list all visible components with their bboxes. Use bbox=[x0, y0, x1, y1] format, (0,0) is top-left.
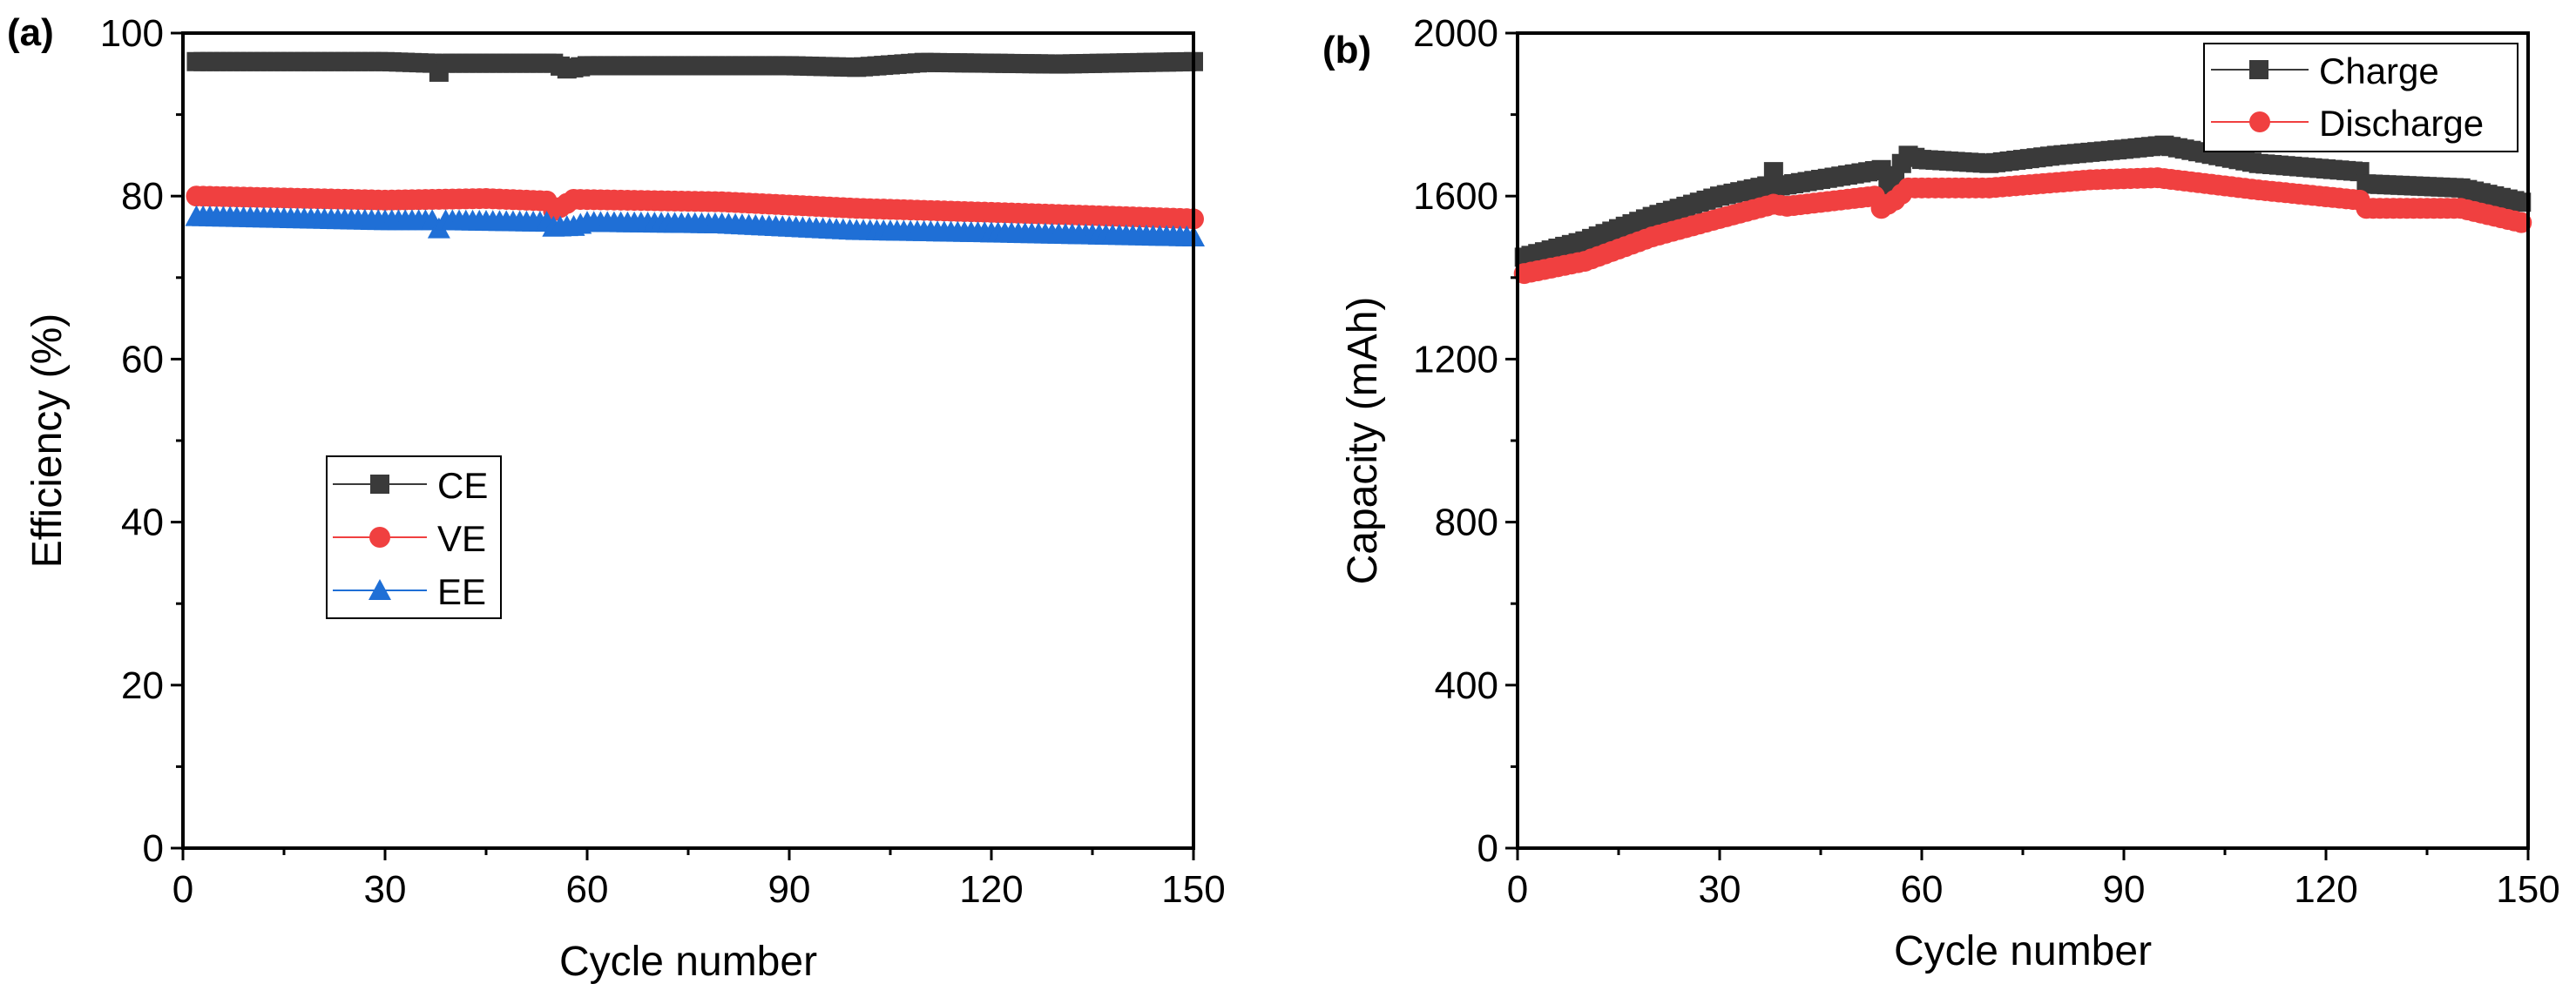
panel-b-legend: Charge Discharge bbox=[2203, 43, 2519, 152]
panel-b-series-charge bbox=[1514, 135, 2532, 267]
panel-b-ylabel: Capacity (mAh) bbox=[1340, 297, 1386, 585]
panel-a-ytick-label: 60 bbox=[121, 338, 164, 381]
panel-b-axes: 0 30 60 90 120 150 0 400 800 1200 1600 2000 bbox=[1413, 12, 2560, 911]
legend-ce-square-marker bbox=[370, 475, 389, 494]
legend-charge-label: Charge bbox=[2319, 51, 2439, 91]
legend-ve-label: VE bbox=[437, 518, 486, 559]
panel-a-ytick-label: 100 bbox=[100, 12, 164, 55]
legend-ve-circle-marker bbox=[369, 527, 390, 548]
panel-b-xtick-label: 0 bbox=[1507, 868, 1528, 911]
panel-b-ytick-label: 800 bbox=[1435, 502, 1498, 544]
legend-ce-label: CE bbox=[437, 465, 488, 506]
panel-a-legend: CE VE EE bbox=[326, 455, 502, 619]
panel-a-axes: 0 30 60 90 120 150 0 20 40 60 80 100 bbox=[100, 12, 1226, 911]
panel-b-xlabel: Cycle number bbox=[1894, 928, 2152, 974]
legend-discharge-circle-marker bbox=[2249, 111, 2270, 132]
panel-a-series-ve bbox=[186, 185, 1204, 230]
panel-a-ytick-label: 20 bbox=[121, 664, 164, 707]
panel-a-ytick-label: 40 bbox=[121, 502, 164, 544]
panel-a-ytick-label: 80 bbox=[121, 175, 164, 218]
panel-a-xlabel: Cycle number bbox=[559, 939, 817, 985]
panel-a-plot-frame bbox=[181, 31, 1195, 850]
legend-ee-label: EE bbox=[437, 571, 486, 612]
panel-a-xtick-label: 60 bbox=[566, 868, 609, 911]
panel-a-series-ee bbox=[185, 205, 1205, 246]
panel-b-ytick-label: 1200 bbox=[1413, 338, 1498, 381]
panel-b-data-marks bbox=[1513, 135, 2532, 285]
legend-discharge-label: Discharge bbox=[2319, 103, 2484, 144]
panel-a-xtick-label: 120 bbox=[959, 868, 1023, 911]
panel-b-xtick-label: 150 bbox=[2496, 868, 2559, 911]
panel-b: (b) 0 30 60 90 120 150 0 400 800 1200 1600 2000 Cyc… bbox=[1322, 12, 2560, 974]
panel-a-xtick-label: 90 bbox=[768, 868, 811, 911]
panel-b-charge-point bbox=[2512, 192, 2532, 212]
panel-b-xtick-label: 90 bbox=[2103, 868, 2146, 911]
panel-b-xtick-label: 120 bbox=[2294, 868, 2357, 911]
panel-a-series-ce bbox=[186, 51, 1203, 82]
legend-charge-square-marker bbox=[2249, 60, 2268, 79]
panel-a-xtick-label: 150 bbox=[1161, 868, 1225, 911]
panel-b-ytick-label: 0 bbox=[1477, 827, 1498, 870]
panel-a: (a) 0 30 60 90 120 150 0 20 40 60 80 100 Cycle numb… bbox=[7, 11, 1226, 985]
panel-b-xtick-label: 30 bbox=[1699, 868, 1741, 911]
panel-b-label: (b) bbox=[1322, 29, 1371, 71]
legend-ee-triangle-marker bbox=[368, 579, 391, 600]
panel-b-ytick-label: 2000 bbox=[1413, 12, 1498, 55]
panel-b-ytick-label: 1600 bbox=[1413, 175, 1498, 218]
panel-a-ytick-label: 0 bbox=[143, 827, 164, 870]
panel-a-data-marks bbox=[185, 51, 1205, 246]
panel-b-xtick-label: 60 bbox=[1901, 868, 1944, 911]
panel-b-series-discharge bbox=[1513, 167, 2532, 285]
panel-a-xtick-label: 0 bbox=[172, 868, 193, 911]
panel-a-xtick-label: 30 bbox=[364, 868, 407, 911]
panel-a-label: (a) bbox=[7, 11, 54, 54]
panel-a-ylabel: Efficiency (%) bbox=[24, 313, 71, 569]
panel-b-ytick-label: 400 bbox=[1435, 664, 1498, 707]
